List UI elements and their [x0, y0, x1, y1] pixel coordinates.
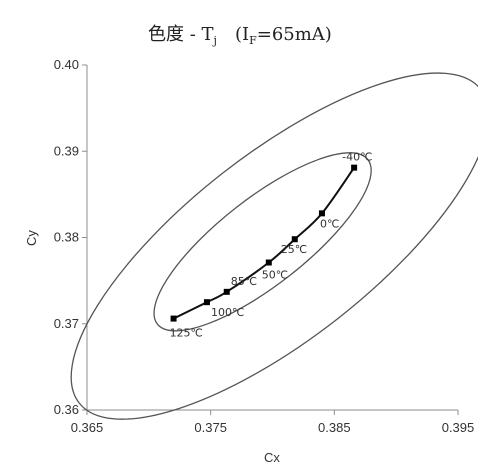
- data-point: [170, 315, 177, 322]
- data-point-label: 25℃: [281, 243, 307, 256]
- y-axis-label: Cy: [24, 230, 39, 246]
- x-axis-label: Cx: [264, 450, 280, 465]
- data-point-label: 85℃: [231, 275, 257, 288]
- chart-title-main: 色度 - T: [148, 24, 214, 45]
- point-labels: 125℃ 100℃ 85℃ 50℃ 25℃ 0℃ -40℃: [170, 151, 373, 340]
- data-point-label: 50℃: [262, 269, 288, 282]
- tolerance-ellipses: [70, 72, 478, 420]
- data-point: [203, 299, 210, 306]
- x-tick-label: 0.375: [194, 420, 227, 435]
- chart-title-condition-open: (I: [235, 24, 249, 45]
- x-ticks: 0.365 0.375 0.385 0.395: [71, 410, 475, 435]
- series-markers: [170, 164, 358, 322]
- data-point-label: -40℃: [342, 151, 372, 164]
- x-tick-label: 0.385: [318, 420, 351, 435]
- y-tick-label: 0.37: [54, 316, 79, 331]
- y-ticks: 0.36 0.37 0.38 0.39 0.40: [54, 57, 87, 417]
- chart-title-main-subscript: j: [212, 34, 217, 47]
- tolerance-ellipse: [153, 152, 372, 332]
- y-tick-label: 0.38: [54, 230, 79, 245]
- chart-title-condition-rest: =65mA): [257, 24, 332, 45]
- data-point-label: 125℃: [170, 327, 203, 340]
- x-tick-label: 0.365: [71, 420, 104, 435]
- data-point: [351, 164, 358, 171]
- x-tick-label: 0.395: [442, 420, 475, 435]
- y-tick-label: 0.36: [54, 402, 79, 417]
- y-tick-label: 0.39: [54, 143, 79, 158]
- data-point-label: 100℃: [211, 306, 244, 319]
- chart-title: 色度 - Tj (IF=65mA): [148, 24, 332, 47]
- data-point: [291, 236, 298, 243]
- data-point-label: 0℃: [320, 217, 339, 230]
- data-point: [223, 288, 230, 295]
- data-point: [318, 210, 325, 217]
- y-tick-label: 0.40: [54, 57, 79, 72]
- data-point: [265, 259, 272, 266]
- chart-title-condition-subscript: F: [249, 34, 257, 47]
- tolerance-ellipse: [70, 72, 478, 420]
